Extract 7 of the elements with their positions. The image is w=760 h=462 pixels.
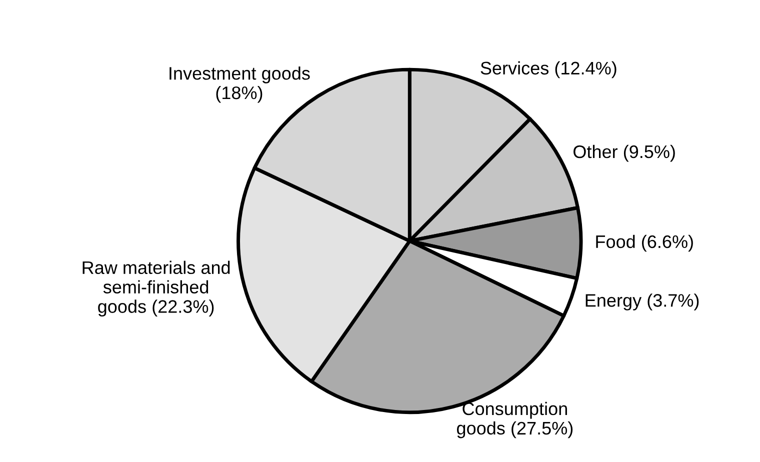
slice-label: Services (12.4%)	[480, 61, 616, 78]
slice-label: Energy (3.7%)	[586, 294, 699, 310]
slice-label: Food (6.6%)	[596, 234, 693, 252]
slice-label: Investment goods (18%)	[170, 66, 310, 103]
slice-label: Other (9.5%)	[574, 144, 675, 162]
slice-label: Consumption goods (27.5%)	[456, 402, 573, 438]
slice-label: Raw materials and semi-finished goods (22.3%)	[82, 260, 230, 317]
